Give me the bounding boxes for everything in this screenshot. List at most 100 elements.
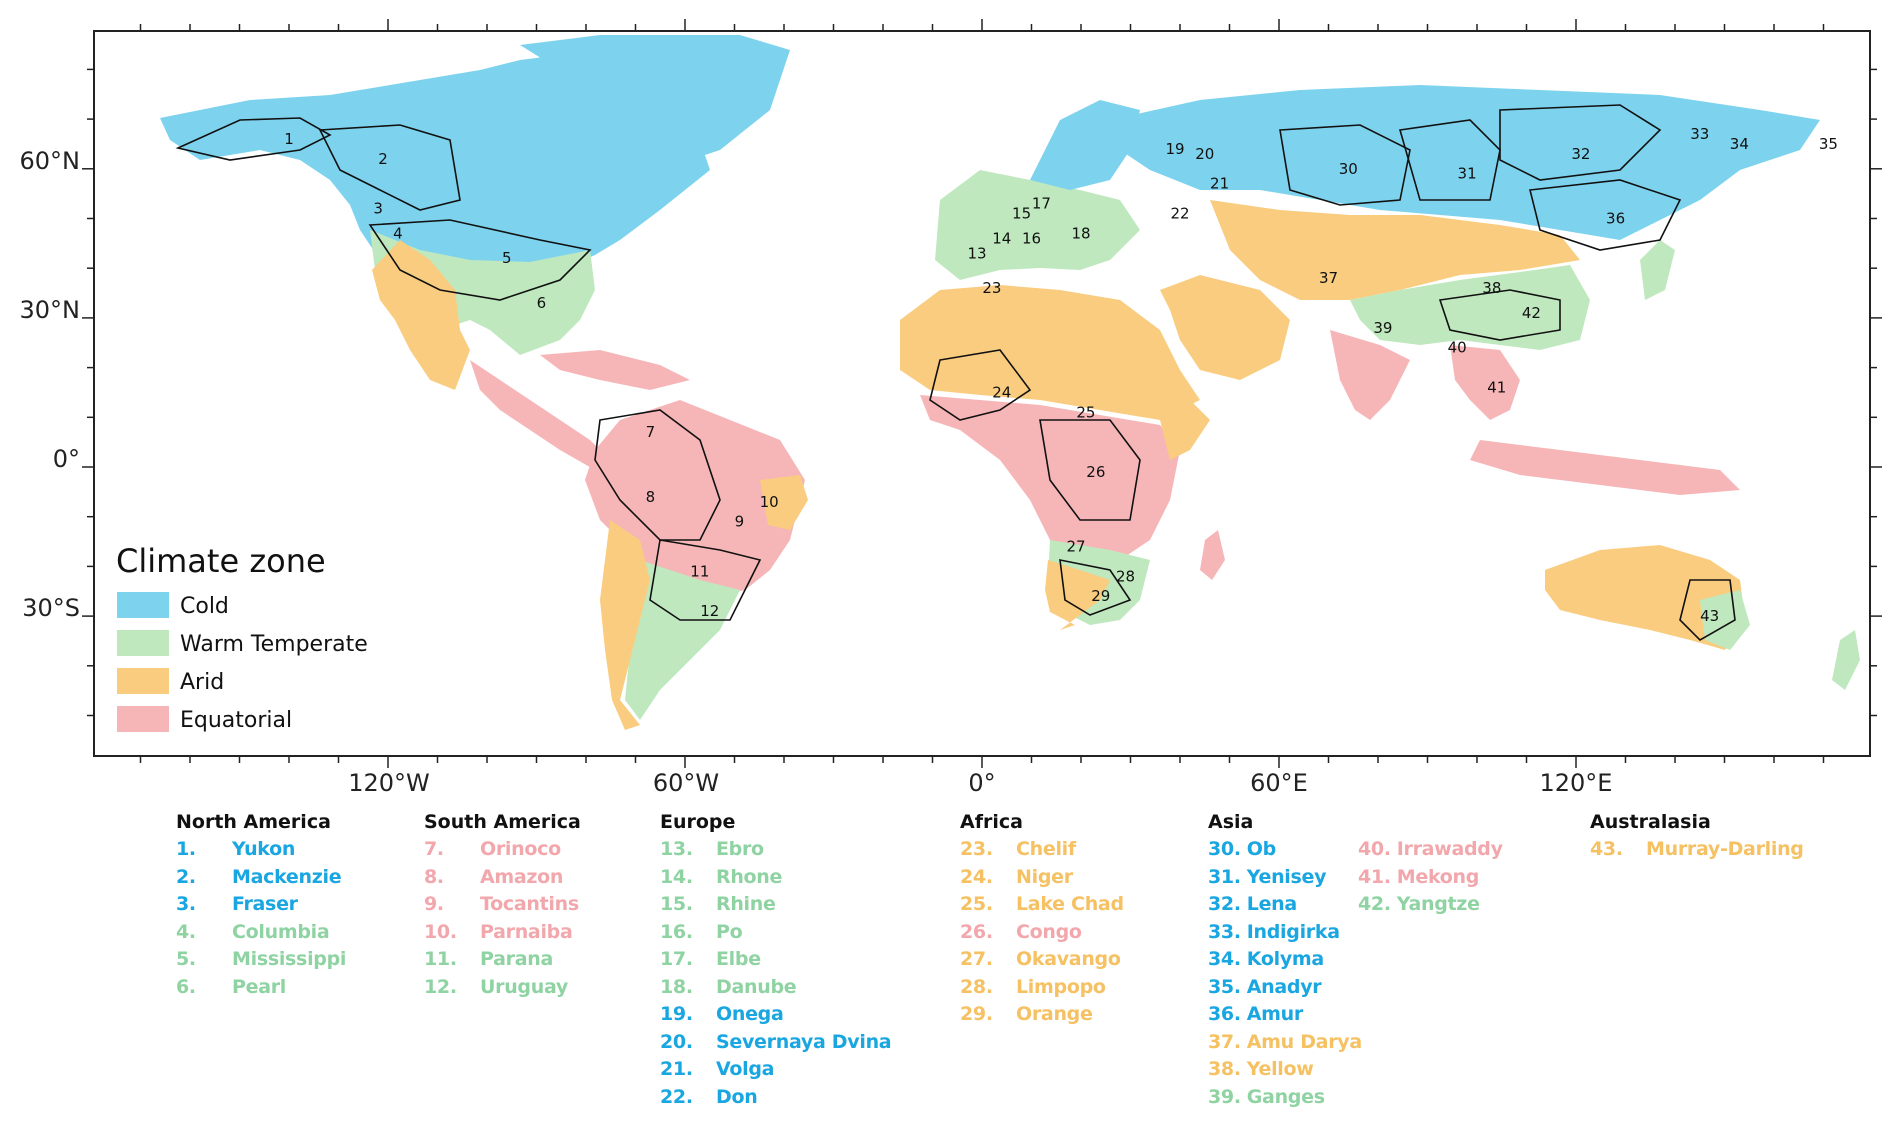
- basin-marker-17: 17: [1032, 195, 1051, 213]
- land-indonesia-equatorial: [1470, 440, 1740, 495]
- basin-list-item: 40. Irrawaddy: [1358, 836, 1503, 864]
- basin-marker-29: 29: [1091, 587, 1110, 605]
- basin-list-item: 9. Tocantins: [424, 891, 581, 919]
- land-africa-horn-arid: [1160, 400, 1210, 460]
- basin-outline: [1039, 419, 1141, 521]
- basin-name: Kolyma: [1246, 948, 1324, 970]
- basin-name: Don: [716, 1085, 758, 1108]
- basin-marker-5: 5: [502, 249, 512, 267]
- basin-name: Lena: [1246, 893, 1297, 915]
- land-africa-southern-arid: [1045, 560, 1110, 630]
- basin-marker-33: 33: [1690, 125, 1709, 143]
- legend-label-warm-temperate: Warm Temperate: [180, 632, 368, 657]
- basin-number: 15.: [660, 893, 693, 915]
- basin-marker-35: 35: [1819, 135, 1838, 153]
- basin-name: Okavango: [1016, 948, 1121, 970]
- basin-name: Murray-Darling: [1646, 838, 1804, 860]
- land-india-equatorial: [1330, 330, 1410, 420]
- basin-list-item: 18. Danube: [660, 974, 891, 1002]
- basin-name: Yenisey: [1246, 865, 1327, 888]
- basin-list-item: 22. Don: [660, 1084, 891, 1112]
- basin-name: Mackenzie: [232, 865, 342, 888]
- land-australia-arid: [1545, 545, 1745, 650]
- basin-number: 7.: [424, 838, 444, 860]
- basin-name: Irrawaddy: [1396, 838, 1503, 860]
- basin-number: 42.: [1358, 893, 1391, 915]
- legend-label-equatorial: Equatorial: [180, 708, 292, 733]
- basin-number: 10.: [424, 920, 457, 943]
- basin-list-item: 42. Yangtze: [1358, 891, 1503, 919]
- basin-name: Tocantins: [480, 893, 579, 915]
- basin-number: 23.: [960, 838, 993, 860]
- land-madagascar: [1200, 530, 1225, 580]
- basin-name: Severnaya Dvina: [716, 1030, 892, 1053]
- region-heading: Asia: [1208, 811, 1254, 833]
- legend-swatch-cold: [117, 592, 169, 618]
- basin-name: Mekong: [1396, 865, 1480, 888]
- basin-marker-28: 28: [1116, 567, 1135, 585]
- basin-name: Amur: [1246, 1003, 1304, 1025]
- basin-name: Danube: [716, 975, 797, 998]
- basin-number: 12.: [424, 975, 457, 998]
- basin-marker-11: 11: [690, 562, 709, 580]
- legend-label-arid: Arid: [180, 670, 224, 695]
- land-north-america-arid: [372, 240, 470, 390]
- basin-marker-15: 15: [1012, 205, 1031, 223]
- basin-list-item: 39. Ganges: [1208, 1084, 1362, 1112]
- basin-marker-32: 32: [1571, 145, 1590, 163]
- basin-marker-22: 22: [1170, 205, 1189, 223]
- basin-marker-37: 37: [1319, 269, 1338, 287]
- basin-list-item: 20. Severnaya Dvina: [660, 1029, 892, 1057]
- basin-number: 25.: [960, 893, 993, 915]
- basin-marker-42: 42: [1522, 304, 1541, 322]
- basin-marker-10: 10: [760, 493, 779, 511]
- basin-marker-43: 43: [1700, 607, 1719, 625]
- basin-number: 34.: [1208, 948, 1241, 970]
- basin-number: 6.: [176, 975, 196, 998]
- lat-label-60n: 60°N: [20, 147, 81, 175]
- basin-name: Columbia: [232, 920, 330, 943]
- basin-name: Fraser: [232, 893, 298, 915]
- basin-marker-27: 27: [1067, 537, 1086, 555]
- basin-marker-14: 14: [992, 229, 1011, 247]
- basin-list-item: 36. Amur: [1208, 1001, 1362, 1029]
- basin-number: 31.: [1208, 865, 1241, 888]
- lon-label-60w: 60°W: [653, 769, 719, 797]
- basin-name: Volga: [716, 1058, 775, 1080]
- basin-number: 39.: [1208, 1085, 1241, 1108]
- lat-label-30s: 30°S: [22, 594, 80, 622]
- basin-marker-18: 18: [1071, 224, 1090, 242]
- basin-list-north-america: North America 1. Yukon 2. Mackenzie 3. Fraser 4…: [176, 808, 346, 1001]
- land-asia-arid: [1210, 200, 1580, 300]
- basin-number: 22.: [660, 1085, 693, 1108]
- basin-marker-3: 3: [373, 200, 383, 218]
- basin-number: 40.: [1358, 838, 1391, 860]
- basin-name: Rhone: [716, 865, 783, 888]
- basin-marker-26: 26: [1086, 463, 1105, 481]
- land-north-america-cold: [160, 50, 710, 300]
- basin-list-item: 19. Onega: [660, 1001, 891, 1029]
- basin-outline: [594, 409, 721, 541]
- basin-list-asia: Asia 30. Ob 31. Yenisey 32. Lena 33. Indigirka 34…: [1208, 808, 1362, 1111]
- basin-list-asia-continued: 40. Irrawaddy 41. Mekong 42. Yangtze: [1358, 808, 1503, 919]
- land-south-america-arid: [600, 520, 650, 730]
- land-se-asia-equatorial: [1450, 345, 1520, 420]
- basin-list-item: 3. Fraser: [176, 891, 346, 919]
- lon-label-120w: 120°W: [348, 769, 430, 797]
- basin-marker-2: 2: [378, 150, 388, 168]
- basin-list-item: 1. Yukon: [176, 836, 346, 864]
- basin-marker-31: 31: [1458, 165, 1477, 183]
- basin-list-item: 5. Mississippi: [176, 946, 346, 974]
- basin-number: 29.: [960, 1003, 993, 1025]
- basin-number: 36.: [1208, 1003, 1241, 1025]
- land-africa-arid-north: [900, 285, 1200, 420]
- basin-marker-25: 25: [1076, 403, 1095, 421]
- land-central-america-equatorial: [470, 360, 610, 470]
- lon-label-60e: 60°E: [1250, 769, 1308, 797]
- basin-list-item: 30. Ob: [1208, 836, 1362, 864]
- basin-list-item: 10. Parnaiba: [424, 919, 581, 947]
- basin-marker-16: 16: [1022, 229, 1041, 247]
- basin-number: 13.: [660, 838, 693, 860]
